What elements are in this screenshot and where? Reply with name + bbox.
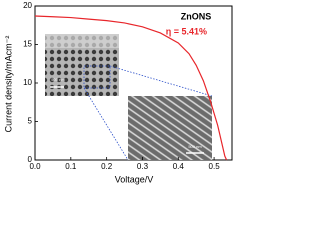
zoom-lines	[83, 65, 213, 161]
x-tick-label: 0.2	[101, 162, 113, 171]
efficiency: η = 5.41%	[166, 26, 207, 36]
x-axis-label: Voltage/V	[115, 174, 154, 184]
zoom-box	[83, 65, 111, 89]
scale-label: 500 nm	[188, 144, 202, 149]
x-tick-label: 0.3	[137, 162, 149, 171]
x-tick-label: 0.4	[173, 162, 185, 171]
x-tick-label: 0.5	[209, 162, 221, 171]
x-tick-label: 0.1	[65, 162, 77, 171]
y-tick-label: 0	[28, 155, 33, 164]
legend-label: ZnONS	[181, 11, 212, 21]
x-tick-label: 0.0	[29, 162, 41, 171]
y-tick-label: 15	[23, 40, 32, 49]
scale-label: 500 nm	[51, 77, 65, 82]
y-tick-label: 20	[23, 1, 32, 10]
zoom-line	[83, 87, 129, 161]
sem-image	[128, 96, 212, 160]
data-line	[34, 15, 228, 161]
inset-sem: 500 nm	[128, 96, 212, 160]
inset-tem: 500 nm	[45, 34, 119, 96]
chart: 500 nm 500 nm ZnONS η = 5.41% Voltage/V …	[3, 1, 233, 184]
zoom-line	[109, 65, 213, 97]
y-axis-label: Current density/mAcm⁻²	[3, 36, 13, 133]
y-tick-label: 5	[28, 117, 33, 126]
y-tick-label: 10	[23, 78, 32, 87]
tem-bright	[45, 34, 119, 48]
